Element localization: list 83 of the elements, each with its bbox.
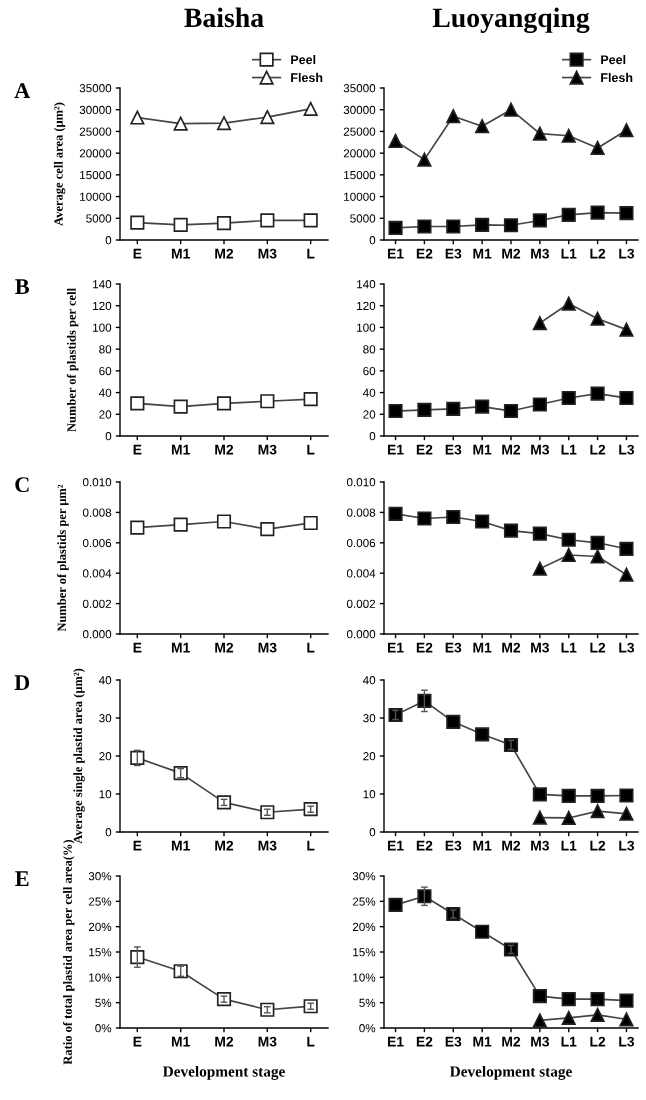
point	[475, 217, 490, 232]
point	[388, 220, 403, 235]
point	[619, 806, 634, 821]
point	[532, 810, 547, 825]
point	[561, 1010, 576, 1025]
point	[561, 810, 576, 826]
point	[561, 390, 576, 406]
point	[590, 804, 605, 819]
text: A	[14, 83, 31, 98]
point	[446, 401, 461, 416]
point	[303, 213, 318, 228]
point	[446, 714, 461, 729]
point	[561, 547, 576, 563]
point	[532, 988, 547, 1004]
point	[130, 215, 145, 230]
point	[388, 897, 403, 912]
point	[446, 509, 461, 525]
point	[417, 219, 432, 234]
text: E	[15, 871, 29, 886]
point	[417, 152, 432, 167]
point	[532, 787, 547, 802]
point	[417, 511, 432, 526]
text: B	[15, 279, 30, 294]
point	[561, 532, 576, 547]
point	[475, 727, 490, 742]
point	[417, 402, 432, 418]
point	[532, 397, 547, 412]
point	[619, 567, 634, 582]
point	[503, 102, 519, 117]
point	[417, 693, 432, 708]
point	[561, 992, 576, 1007]
point	[173, 116, 188, 131]
point	[532, 526, 547, 541]
point	[590, 549, 605, 564]
point	[619, 1012, 634, 1027]
point	[590, 386, 605, 401]
point	[475, 399, 490, 414]
point	[260, 213, 275, 228]
point	[561, 788, 576, 803]
point	[130, 110, 145, 125]
point	[590, 140, 605, 156]
chart-title: Luoyangqing	[432, 7, 590, 34]
chart-title: Baisha	[184, 7, 264, 28]
point	[590, 992, 605, 1007]
point	[590, 788, 605, 803]
point	[590, 1007, 605, 1022]
point	[532, 126, 547, 141]
text: C	[15, 477, 29, 493]
point	[503, 523, 519, 538]
point	[446, 219, 461, 234]
point	[619, 123, 634, 138]
point	[503, 403, 519, 419]
point	[561, 296, 576, 311]
point	[303, 101, 318, 116]
point	[260, 110, 275, 125]
point	[503, 218, 519, 233]
point	[619, 205, 634, 221]
point	[446, 109, 461, 124]
point	[388, 403, 403, 419]
point	[475, 119, 490, 134]
point	[619, 322, 634, 337]
point	[619, 788, 634, 803]
point	[173, 217, 188, 232]
point	[532, 561, 547, 576]
point	[532, 213, 547, 228]
point	[216, 116, 232, 131]
point	[388, 133, 403, 149]
point	[590, 535, 605, 550]
point	[475, 514, 490, 529]
point	[130, 949, 145, 965]
point	[561, 207, 576, 222]
text: D	[14, 675, 30, 690]
point	[561, 128, 576, 143]
point	[619, 993, 634, 1008]
point	[619, 541, 634, 556]
point	[532, 316, 547, 331]
point	[619, 390, 634, 406]
point	[590, 311, 605, 326]
point	[590, 205, 605, 220]
point	[216, 215, 232, 231]
point	[532, 1013, 547, 1028]
point	[475, 924, 490, 939]
point	[388, 506, 403, 522]
